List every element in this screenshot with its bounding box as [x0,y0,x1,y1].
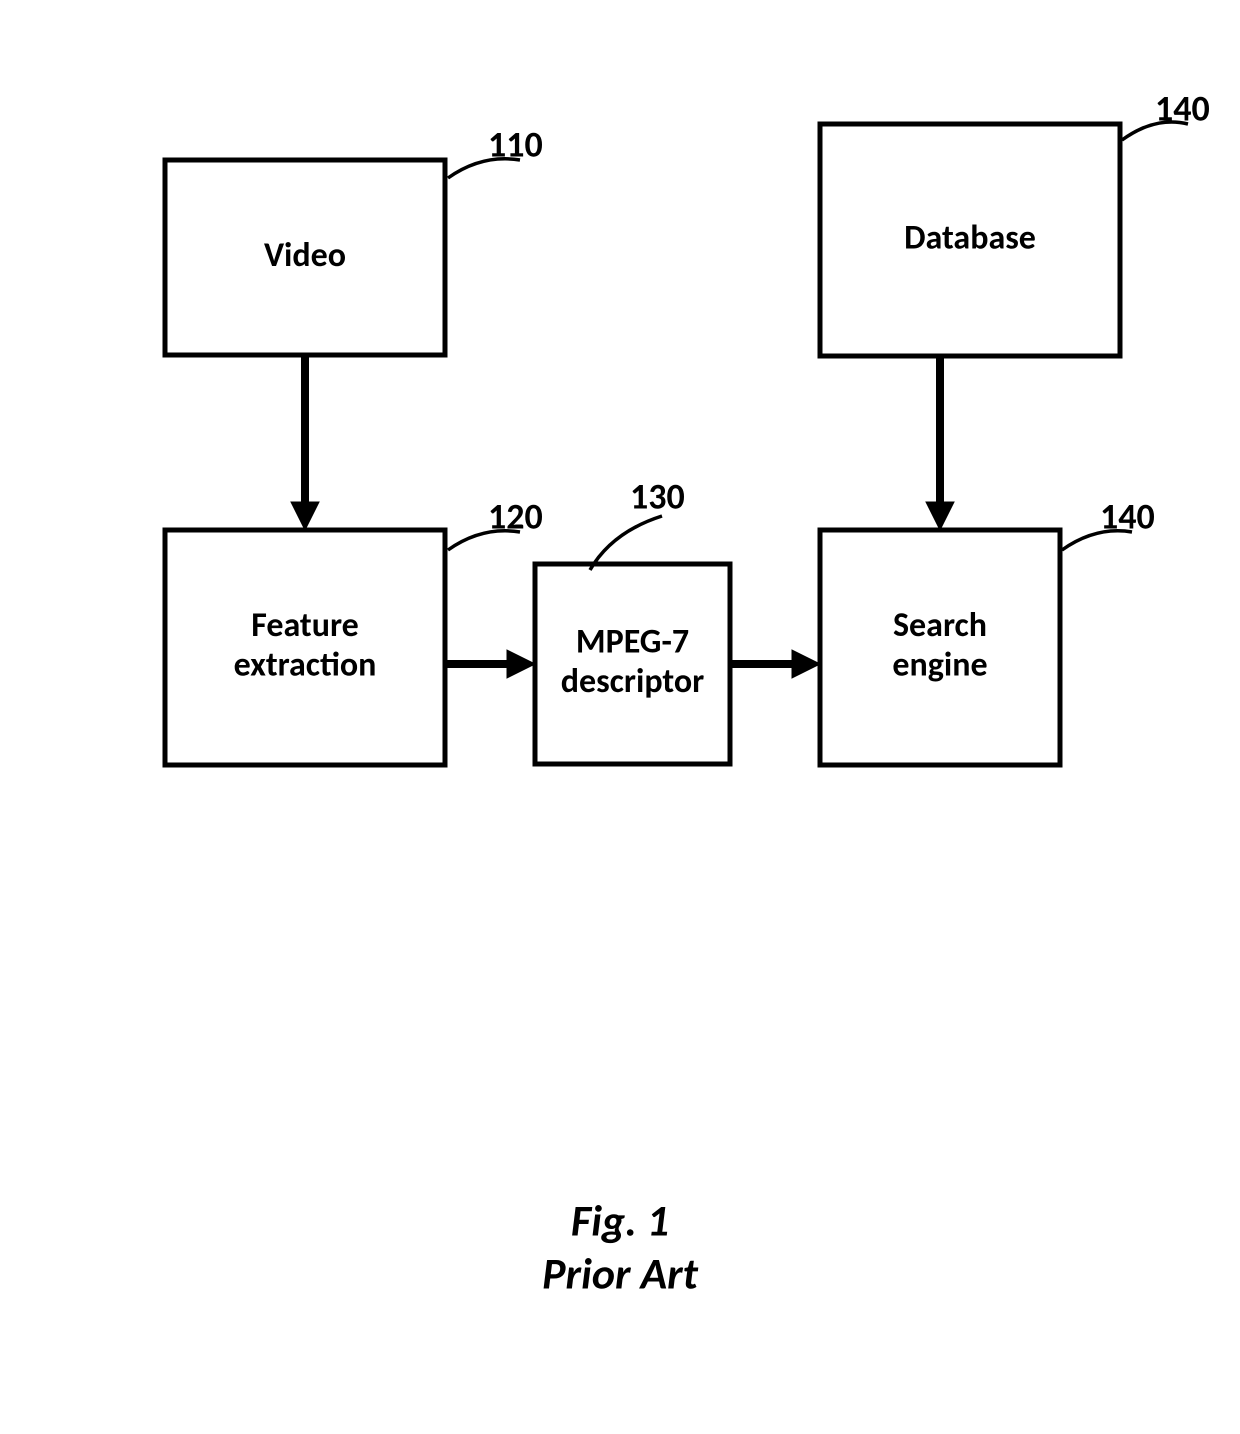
box-mpeg-label: MPEG-7 [576,622,689,663]
figure-caption: Fig. 1Prior Art [542,1194,699,1301]
ref-search: 140 [1062,495,1155,550]
figure-caption-line-0: Fig. 1 [571,1194,669,1248]
box-video: Video [165,160,445,355]
box-feature: Featureextraction [165,530,445,765]
ref-video-label: 110 [488,123,543,167]
ref-video: 110 [448,123,543,178]
box-search-label: Search [893,605,987,646]
box-video-label: Video [264,235,346,276]
ref-database-label: 140 [1155,87,1210,131]
box-mpeg: MPEG-7descriptor [535,564,730,764]
ref-mpeg-label: 130 [630,475,685,519]
box-search: Searchengine [820,530,1060,765]
ref-database: 140 [1122,87,1210,140]
ref-mpeg: 130 [590,475,685,570]
flowchart-diagram: Video Featureextraction MPEG-7descriptor Da… [0,0,1240,1434]
box-search-label: engine [892,644,987,685]
arrow-1 [445,650,535,678]
ref-feature-label: 120 [488,495,543,539]
arrow-2 [730,650,820,678]
ref-search-label: 140 [1100,495,1155,539]
arrow-0 [291,355,319,530]
box-feature-label: extraction [234,644,377,685]
ref-feature: 120 [448,495,543,550]
arrow-3 [926,356,954,530]
box-feature-label: Feature [251,605,359,646]
figure-caption-line-1: Prior Art [542,1247,699,1301]
box-mpeg-label: descriptor [561,661,705,702]
box-database-label: Database [904,217,1036,258]
box-database: Database [820,124,1120,356]
